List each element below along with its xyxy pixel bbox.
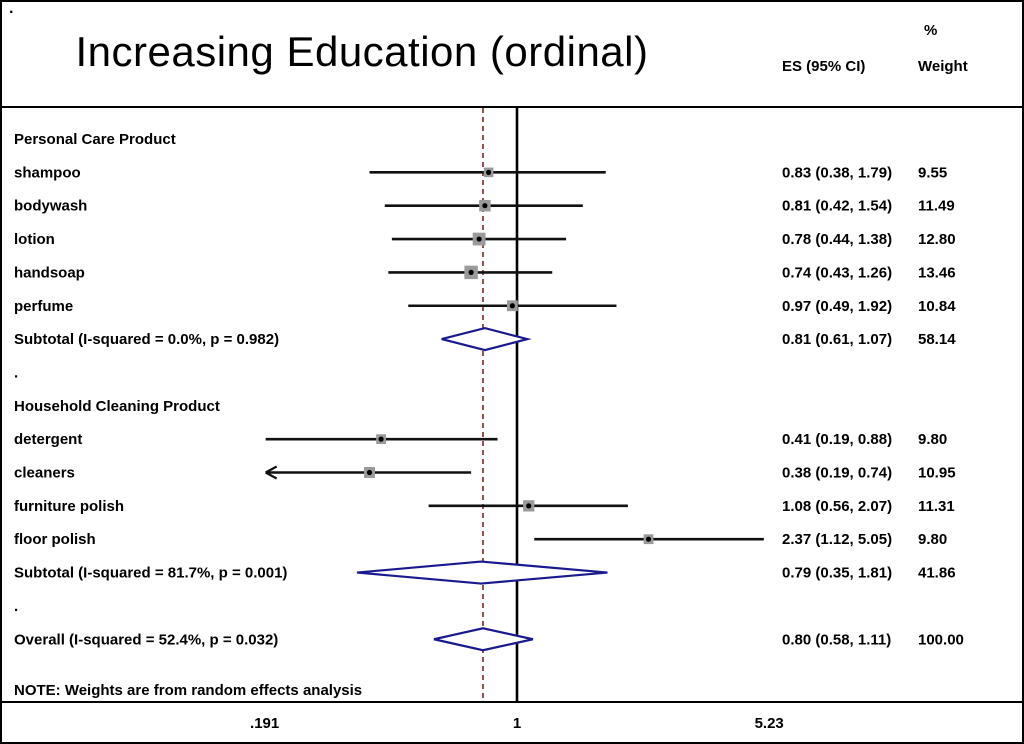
weights-note: NOTE: Weights are from random effects an… bbox=[14, 682, 362, 699]
study-label: bodywash bbox=[14, 198, 87, 215]
effect-marker-dot bbox=[366, 469, 373, 476]
summary-label: Subtotal (I-squared = 81.7%, p = 0.001) bbox=[14, 565, 287, 582]
effect-marker-dot bbox=[526, 503, 532, 509]
summary-label: Subtotal (I-squared = 0.0%, p = 0.982) bbox=[14, 331, 279, 348]
effect-marker-dot bbox=[645, 536, 652, 542]
weight-percent-header: % bbox=[924, 22, 938, 39]
es-ci-value: 1.08 (0.56, 2.07) bbox=[782, 498, 892, 515]
study-label: shampoo bbox=[14, 164, 81, 181]
weight-value: 11.49 bbox=[918, 198, 955, 215]
study-label: perfume bbox=[14, 298, 73, 315]
study-label: detergent bbox=[14, 431, 82, 448]
es-ci-value: 0.97 (0.49, 1.92) bbox=[782, 298, 892, 315]
weight-value: 58.14 bbox=[918, 331, 956, 348]
study-label: handsoap bbox=[14, 264, 85, 281]
spacer-dot: . bbox=[14, 598, 18, 615]
study-label: lotion bbox=[14, 231, 55, 248]
weight-value: 41.86 bbox=[918, 565, 956, 582]
es-ci-value: 0.38 (0.19, 0.74) bbox=[782, 465, 892, 482]
effect-marker-dot bbox=[485, 169, 492, 175]
corner-dot: . bbox=[9, 0, 14, 17]
ci-arrow-left bbox=[265, 471, 278, 480]
summary-label: Overall (I-squared = 52.4%, p = 0.032) bbox=[14, 631, 278, 648]
axis-tick-label: .191 bbox=[250, 715, 279, 732]
es-ci-value: 0.79 (0.35, 1.81) bbox=[782, 565, 892, 582]
es-ci-value: 0.81 (0.42, 1.54) bbox=[782, 198, 892, 215]
group-label: Personal Care Product bbox=[14, 131, 176, 148]
effect-marker-dot bbox=[482, 203, 488, 209]
es-ci-value: 0.41 (0.19, 0.88) bbox=[782, 431, 892, 448]
effect-marker-dot bbox=[509, 303, 515, 309]
summary-diamond bbox=[441, 326, 532, 352]
weight-value: 12.80 bbox=[918, 231, 956, 248]
weight-value: 9.80 bbox=[918, 531, 947, 548]
study-label: furniture polish bbox=[14, 498, 124, 515]
effect-marker-dot bbox=[378, 436, 384, 442]
weight-value: 13.46 bbox=[918, 264, 956, 281]
axis-tick-label: 1 bbox=[513, 715, 521, 732]
effect-marker-dot bbox=[468, 269, 474, 275]
weight-value: 10.95 bbox=[918, 465, 956, 482]
chart-title: Increasing Education (ordinal) bbox=[75, 28, 649, 75]
weight-value: 9.55 bbox=[918, 164, 947, 181]
study-label: floor polish bbox=[14, 531, 96, 548]
weight-value: 9.80 bbox=[918, 431, 947, 448]
summary-diamond bbox=[433, 627, 534, 652]
axis-tick-label: 5.23 bbox=[755, 715, 784, 732]
es-ci-value: 0.83 (0.38, 1.79) bbox=[782, 164, 892, 181]
es-ci-value: 0.74 (0.43, 1.26) bbox=[782, 264, 892, 281]
group-label: Household Cleaning Product bbox=[14, 398, 220, 415]
study-label: cleaners bbox=[14, 465, 75, 482]
es-ci-value: 0.80 (0.58, 1.11) bbox=[782, 631, 891, 648]
es-ci-value: 0.81 (0.61, 1.07) bbox=[782, 331, 892, 348]
weight-value: 11.31 bbox=[918, 498, 955, 515]
weight-value: 10.84 bbox=[918, 298, 956, 315]
es-column-header: ES (95% CI) bbox=[782, 58, 866, 75]
es-ci-value: 0.78 (0.44, 1.38) bbox=[782, 231, 892, 248]
spacer-dot: . bbox=[14, 364, 18, 381]
es-ci-value: 2.37 (1.12, 5.05) bbox=[782, 531, 892, 548]
weight-value: 100.00 bbox=[918, 631, 964, 648]
effect-marker-dot bbox=[476, 236, 482, 242]
ci-arrow-left bbox=[265, 465, 278, 474]
summary-diamond bbox=[356, 560, 608, 585]
weight-column-header: Weight bbox=[918, 58, 968, 75]
